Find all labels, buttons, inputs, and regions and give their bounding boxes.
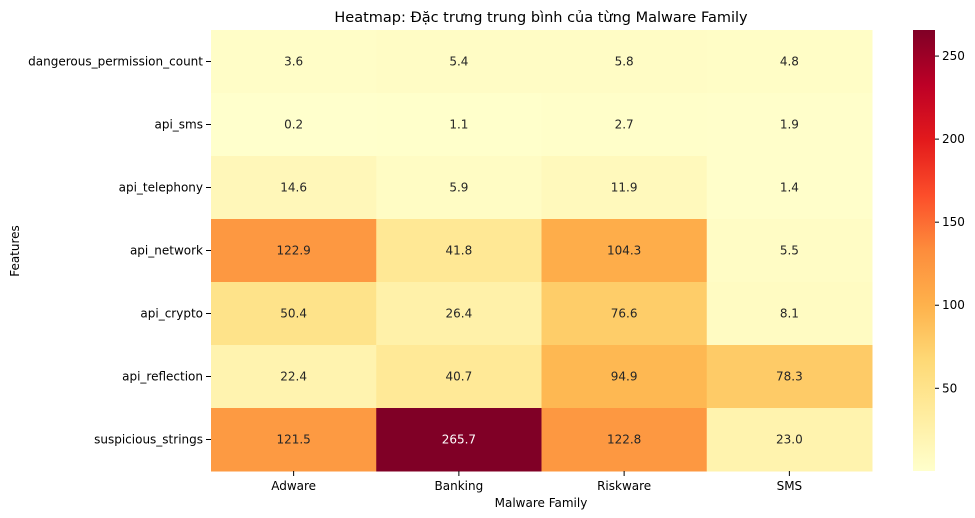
y-axis-label: Features bbox=[8, 225, 22, 277]
cell-value-label: 23.0 bbox=[776, 433, 803, 447]
cell-value-label: 0.2 bbox=[284, 118, 303, 132]
cell-value-label: 4.8 bbox=[780, 55, 799, 69]
cell-value-label: 78.3 bbox=[776, 370, 803, 384]
cell-value-label: 40.7 bbox=[446, 370, 473, 384]
heatmap-cell bbox=[541, 345, 708, 409]
chart-title: Heatmap: Đặc trưng trung bình của từng M… bbox=[334, 10, 748, 26]
colorbar-scale bbox=[913, 30, 935, 471]
cell-value-label: 94.9 bbox=[611, 370, 638, 384]
cell-value-label: 5.9 bbox=[449, 181, 468, 195]
colorbar-tick-label: 150 bbox=[942, 215, 965, 229]
cell-value-label: 3.6 bbox=[284, 55, 303, 69]
heatmap-cell bbox=[541, 282, 708, 346]
x-tick-label: SMS bbox=[777, 479, 803, 493]
heatmap-cell bbox=[211, 156, 377, 220]
x-tick-label: Riskware bbox=[597, 479, 651, 493]
cell-value-label: 122.8 bbox=[607, 433, 641, 447]
heatmap-cell bbox=[211, 30, 377, 94]
cell-value-label: 50.4 bbox=[280, 307, 307, 321]
heatmap-cell bbox=[211, 93, 377, 157]
heatmap-cell bbox=[706, 282, 873, 346]
colorbar-tick-label: 50 bbox=[942, 381, 957, 395]
x-tick-label: Banking bbox=[435, 479, 484, 493]
cell-value-label: 1.4 bbox=[780, 181, 799, 195]
heatmap-cell bbox=[376, 408, 542, 472]
heatmap-cell bbox=[376, 93, 542, 157]
heatmap-cell bbox=[706, 156, 873, 220]
heatmap-cell bbox=[541, 156, 708, 220]
cell-value-label: 265.7 bbox=[442, 433, 476, 447]
cell-value-label: 26.4 bbox=[446, 307, 473, 321]
heatmap-cell bbox=[706, 93, 873, 157]
cell-value-label: 122.9 bbox=[276, 244, 310, 258]
cell-value-label: 121.5 bbox=[276, 433, 310, 447]
y-tick-label: api_reflection bbox=[122, 370, 203, 384]
cell-value-label: 11.9 bbox=[611, 181, 638, 195]
heatmap-cell bbox=[706, 408, 873, 472]
y-tick-label: suspicious_strings bbox=[94, 433, 203, 447]
cell-value-label: 14.6 bbox=[280, 181, 307, 195]
y-tick-label: api_network bbox=[130, 244, 203, 258]
colorbar: 50 100 150 200 250 bbox=[913, 30, 965, 471]
heatmap-cell bbox=[706, 345, 873, 409]
heatmap-cell bbox=[211, 282, 377, 346]
cell-value-label: 5.5 bbox=[780, 244, 799, 258]
y-tick-label: api_telephony bbox=[119, 181, 203, 195]
cell-value-label: 104.3 bbox=[607, 244, 641, 258]
cell-value-label: 76.6 bbox=[611, 307, 638, 321]
heatmap-cell bbox=[376, 345, 542, 409]
heatmap-cells: 3.6 5.4 5.8 4.8 0.2 1.1 2.7 1.9 14.6 5.9 11.9 1.4 12… bbox=[211, 30, 873, 472]
colorbar-tick-label: 250 bbox=[942, 49, 965, 63]
heatmap-cell bbox=[706, 30, 873, 94]
x-tick-label: Adware bbox=[271, 479, 316, 493]
colorbar-tick-label: 200 bbox=[942, 132, 965, 146]
heatmap-cell bbox=[211, 219, 377, 283]
heatmap-cell bbox=[376, 30, 542, 94]
cell-value-label: 1.1 bbox=[449, 118, 468, 132]
y-tick-label: dangerous_permission_count bbox=[28, 55, 203, 69]
x-axis-label: Malware Family bbox=[495, 496, 588, 510]
y-axis: dangerous_permission_count api_sms api_tel… bbox=[28, 55, 211, 447]
heatmap-cell bbox=[211, 345, 377, 409]
colorbar-tick-label: 100 bbox=[942, 298, 965, 312]
heatmap-cell bbox=[376, 282, 542, 346]
cell-value-label: 1.9 bbox=[780, 118, 799, 132]
heatmap-cell bbox=[541, 30, 708, 94]
cell-value-label: 5.8 bbox=[615, 55, 634, 69]
y-tick-label: api_crypto bbox=[140, 307, 203, 321]
heatmap-cell bbox=[541, 408, 708, 472]
heatmap-cell bbox=[376, 219, 542, 283]
cell-value-label: 41.8 bbox=[446, 244, 473, 258]
heatmap-cell bbox=[541, 93, 708, 157]
heatmap-cell bbox=[541, 219, 708, 283]
cell-value-label: 2.7 bbox=[615, 118, 634, 132]
y-tick-label: api_sms bbox=[155, 118, 204, 132]
heatmap-cell bbox=[211, 408, 377, 472]
heatmap-cell bbox=[376, 156, 542, 220]
x-axis: Adware Banking Riskware SMS bbox=[271, 471, 802, 493]
cell-value-label: 5.4 bbox=[449, 55, 468, 69]
cell-value-label: 22.4 bbox=[280, 370, 307, 384]
heatmap-cell bbox=[706, 219, 873, 283]
cell-value-label: 8.1 bbox=[780, 307, 799, 321]
